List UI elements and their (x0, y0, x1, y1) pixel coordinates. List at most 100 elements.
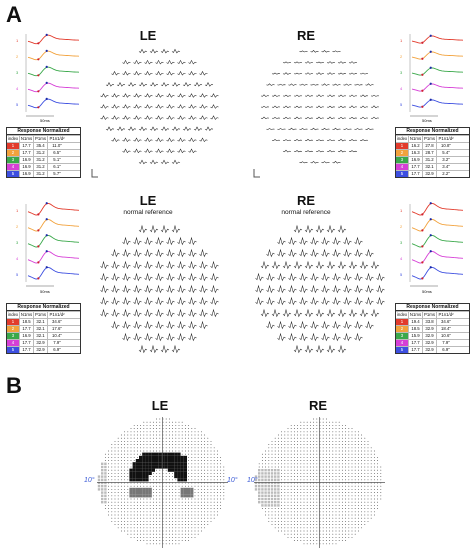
local-response-trace (278, 250, 286, 257)
local-response-trace (134, 116, 142, 120)
local-response-trace (156, 250, 164, 257)
table-header-row: index N1ms P1ms P1n1/d² (396, 135, 469, 142)
bottom-right-ring-traces: 12345 (398, 200, 468, 295)
ring-number: 5 (16, 102, 19, 107)
table-cell: 31.2 (33, 150, 47, 156)
mferg-array-top-right (250, 42, 390, 172)
local-response-trace (156, 105, 164, 109)
local-response-trace (178, 298, 186, 305)
local-response-trace (161, 226, 169, 233)
table-cell: 19.4 (408, 319, 422, 325)
local-response-trace (322, 334, 330, 341)
table-cell: 31.2 (422, 157, 436, 163)
table-header-cell: P1ms (422, 136, 436, 142)
local-response-trace (371, 262, 379, 269)
local-response-trace (300, 128, 308, 129)
local-response-trace (178, 60, 186, 64)
n1-marker (37, 261, 39, 263)
table-cell: 34.6" (436, 319, 455, 325)
local-response-trace (327, 73, 335, 75)
local-response-trace (145, 250, 153, 257)
local-response-trace (205, 83, 213, 87)
local-response-trace (267, 274, 275, 281)
local-response-trace (145, 105, 153, 109)
local-response-trace (322, 274, 330, 281)
table-cell: 18.4" (436, 326, 455, 332)
table-cell: 32.9 (422, 340, 436, 346)
ring-number: 5 (400, 102, 403, 107)
local-response-trace (333, 250, 341, 257)
bottom-right-subtitle: normal reference (261, 209, 351, 216)
local-response-trace (178, 250, 186, 257)
local-response-trace (344, 286, 352, 293)
local-response-trace (123, 72, 131, 76)
local-response-trace (189, 334, 197, 341)
local-response-trace (134, 286, 142, 293)
local-response-trace (300, 322, 308, 329)
local-response-trace (289, 322, 297, 329)
ring-trace (412, 68, 463, 75)
ring-number: 4 (16, 86, 19, 91)
local-response-trace (117, 127, 125, 131)
table-cell: 5.4" (436, 150, 455, 156)
table-row: 1 17.7 35.4 11.0" (7, 142, 80, 149)
local-response-trace (366, 274, 374, 281)
ring-number: 3 (16, 70, 19, 75)
table-header-cell: P1n1/d² (436, 312, 455, 318)
table-row: 1 16.2 27.8 10.8" (396, 142, 469, 149)
local-response-trace (211, 286, 219, 293)
local-response-trace (338, 262, 346, 269)
local-response-trace (360, 117, 368, 119)
local-response-trace (123, 274, 131, 281)
local-response-trace (338, 310, 346, 317)
local-response-trace (172, 83, 180, 87)
ring-number: 1 (400, 208, 403, 213)
local-response-trace (267, 250, 275, 257)
local-response-trace (112, 310, 120, 317)
table-cell: 6.9" (436, 347, 455, 353)
p1-marker (46, 202, 48, 204)
local-response-trace (289, 274, 297, 281)
table-header-cell: P1n1/d² (47, 136, 66, 142)
table-cell: 17.7 (408, 340, 422, 346)
local-response-trace (261, 106, 269, 107)
local-response-trace (278, 274, 286, 281)
ring-trace (28, 67, 79, 76)
local-response-trace (150, 83, 158, 87)
local-response-trace (333, 51, 341, 52)
local-response-trace (311, 274, 319, 281)
table-cell: 32.9 (422, 333, 436, 339)
local-response-trace (333, 298, 341, 305)
local-response-trace (161, 127, 169, 131)
vf-right-title: RE (298, 398, 338, 413)
table-header-cell: N1ms (408, 312, 422, 318)
ring-trace (28, 268, 79, 280)
local-response-trace (178, 72, 186, 76)
local-response-trace (134, 274, 142, 281)
local-response-trace (311, 238, 319, 245)
p1-marker (46, 234, 48, 236)
local-response-trace (327, 226, 335, 233)
ring-number: 3 (400, 70, 403, 75)
local-response-trace (134, 72, 142, 76)
p1-marker (430, 234, 432, 236)
local-response-trace (189, 274, 197, 281)
table-index-cell: 4 (396, 164, 408, 170)
local-response-trace (189, 262, 197, 269)
local-response-trace (366, 250, 374, 257)
local-response-trace (200, 286, 208, 293)
local-response-trace (311, 84, 319, 85)
local-response-trace (327, 62, 335, 64)
table-row: 5 17.7 32.9 6.9" (396, 346, 469, 353)
local-response-trace (305, 139, 313, 141)
ring-trace (412, 52, 463, 59)
local-response-trace (145, 138, 153, 142)
table-cell: 31.2 (33, 157, 47, 163)
local-response-trace (178, 138, 186, 142)
n1-marker (37, 245, 39, 247)
local-response-trace (278, 84, 286, 85)
table-cell: 16.2 (408, 143, 422, 149)
local-response-trace (371, 95, 379, 96)
local-response-trace (134, 138, 142, 142)
local-response-trace (305, 262, 313, 269)
